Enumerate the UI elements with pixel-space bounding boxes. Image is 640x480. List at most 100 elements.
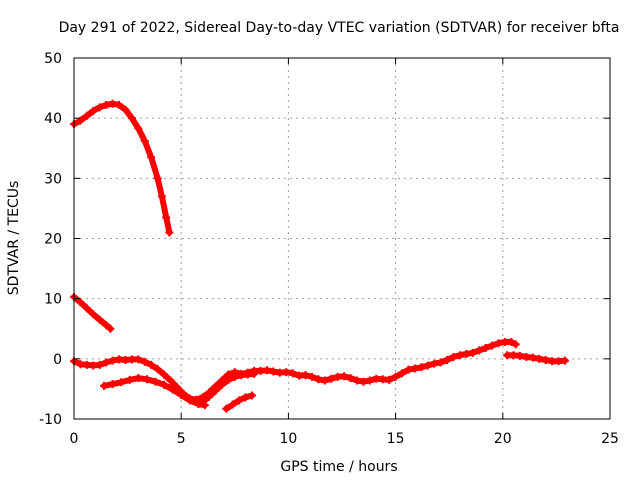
data-point [320,376,329,385]
series-arc-tail [503,351,569,366]
data-point [100,381,109,390]
data-point [228,400,237,409]
grid [74,58,610,419]
data-point [89,106,98,115]
data-point [230,372,239,381]
data-point [160,370,169,379]
data-point [307,372,316,381]
data-point [247,391,256,400]
data-point [443,356,452,365]
data-point [288,369,297,378]
data-point [95,103,104,112]
x-tick-label: 20 [494,431,512,447]
data-point [535,354,544,363]
data-point [222,404,231,413]
x-tick-label: 0 [70,431,79,447]
data-point [108,380,117,389]
data-point [177,390,186,399]
data-point [198,398,207,407]
data-point [102,358,111,367]
data-point [134,374,143,383]
data-point [89,310,98,319]
data-point [455,351,464,360]
x-tick-label: 25 [601,431,619,447]
data-point [468,348,477,357]
data-point [82,304,91,313]
data-point [76,298,85,307]
data-point [134,355,143,364]
data-point [410,364,419,373]
data-point [365,376,374,385]
chart-title: Day 291 of 2022, Sidereal Day-to-day VTE… [59,20,620,36]
ticks: 0 5 10 15 20 25 -10 0 10 20 30 40 50 [39,51,619,447]
data-point [346,374,355,383]
data-point [166,376,175,385]
y-tick-label: 40 [44,111,62,127]
y-tick-label: 20 [44,232,62,248]
data-point [235,396,244,405]
data-point [95,315,104,324]
series-arc-small [222,391,256,413]
data-point [314,375,323,384]
data-point [327,374,336,383]
series-arc-main [70,337,520,404]
data-point [140,357,149,366]
data-point [528,353,537,362]
series-arc-lower [100,374,209,410]
data-point [359,377,368,386]
y-tick-label: -10 [39,412,62,428]
data-point [125,375,134,384]
data-point [211,386,220,395]
series-arc-middle [198,369,259,407]
data-point [106,324,115,333]
data-point [262,366,271,375]
series-line [71,339,519,403]
data-layer [70,99,569,413]
data-point [108,99,117,108]
data-point [449,353,458,362]
y-axis-label: SDTVAR / TECUs [6,181,22,296]
data-point [511,340,520,349]
data-point [224,375,233,384]
data-point [423,361,432,370]
data-point [121,105,130,114]
data-point [153,174,162,183]
y-tick-label: 30 [44,171,62,187]
data-point [436,358,445,367]
data-point [115,100,124,109]
data-point [385,375,394,384]
data-point [282,368,291,377]
data-point [102,100,111,109]
data-point [162,213,171,222]
data-point [108,356,117,365]
data-point [417,363,426,372]
data-point [269,367,278,376]
x-tick-label: 5 [177,431,186,447]
data-point [404,365,413,374]
data-point [160,380,169,389]
data-point [127,114,136,123]
data-point [95,360,104,369]
data-point [481,344,490,353]
data-point [488,341,497,350]
data-point [430,359,439,368]
data-point [76,116,85,125]
data-point [147,153,156,162]
data-point [353,376,362,385]
data-point [142,375,151,384]
x-tick-label: 15 [387,431,405,447]
data-point [217,380,226,389]
y-tick-label: 0 [53,352,62,368]
data-point [165,228,174,237]
series-arc-high [70,99,174,237]
data-point [462,350,471,359]
data-point [151,377,160,386]
data-point [541,356,550,365]
data-point [147,360,156,369]
data-point [250,369,259,378]
data-point [340,372,349,381]
data-point [140,137,149,146]
data-point [507,337,516,346]
data-point [494,339,503,348]
